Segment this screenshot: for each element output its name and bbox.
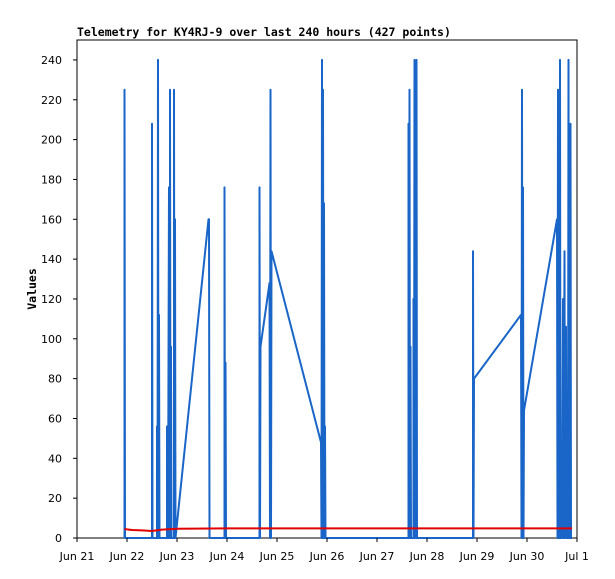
x-tick-label: Jun 25 <box>259 550 295 563</box>
chart-title: Telemetry for KY4RJ-9 over last 240 hour… <box>77 25 451 39</box>
y-tick-label: 200 <box>41 134 62 147</box>
y-tick-label: 180 <box>41 173 62 186</box>
x-tick-label: Jun 28 <box>409 550 445 563</box>
x-tick-label: Jun 30 <box>509 550 545 563</box>
x-tick-label: Jun 21 <box>59 550 95 563</box>
y-tick-label: 240 <box>41 54 62 67</box>
y-tick-label: 120 <box>41 293 62 306</box>
y-tick-label: 80 <box>48 373 62 386</box>
x-tick-label: Jul 1 <box>564 550 589 563</box>
y-tick-label: 60 <box>48 412 62 425</box>
y-tick-label: 0 <box>55 532 62 545</box>
y-tick-label: 160 <box>41 213 62 226</box>
x-tick-label: Jun 29 <box>459 550 495 563</box>
y-tick-label: 140 <box>41 253 62 266</box>
y-tick-label: 20 <box>48 492 62 505</box>
y-tick-label: 40 <box>48 452 62 465</box>
series-line-1 <box>123 58 572 539</box>
y-tick-label: 100 <box>41 333 62 346</box>
y-axis-label: Values <box>25 268 39 310</box>
plot-area: 0 20 40 60 80 100 120 140 160 180 200 220 240 Jun 21 J… <box>41 39 589 563</box>
x-tick-label: Jun 23 <box>159 550 195 563</box>
x-tick-label: Jun 27 <box>359 550 395 563</box>
x-tick-label: Jun 22 <box>109 550 145 563</box>
y-tick-label: 220 <box>41 94 62 107</box>
series-line-2 <box>124 527 572 532</box>
x-tick-label: Jun 26 <box>309 550 345 563</box>
x-tick-label: Jun 24 <box>209 550 245 563</box>
